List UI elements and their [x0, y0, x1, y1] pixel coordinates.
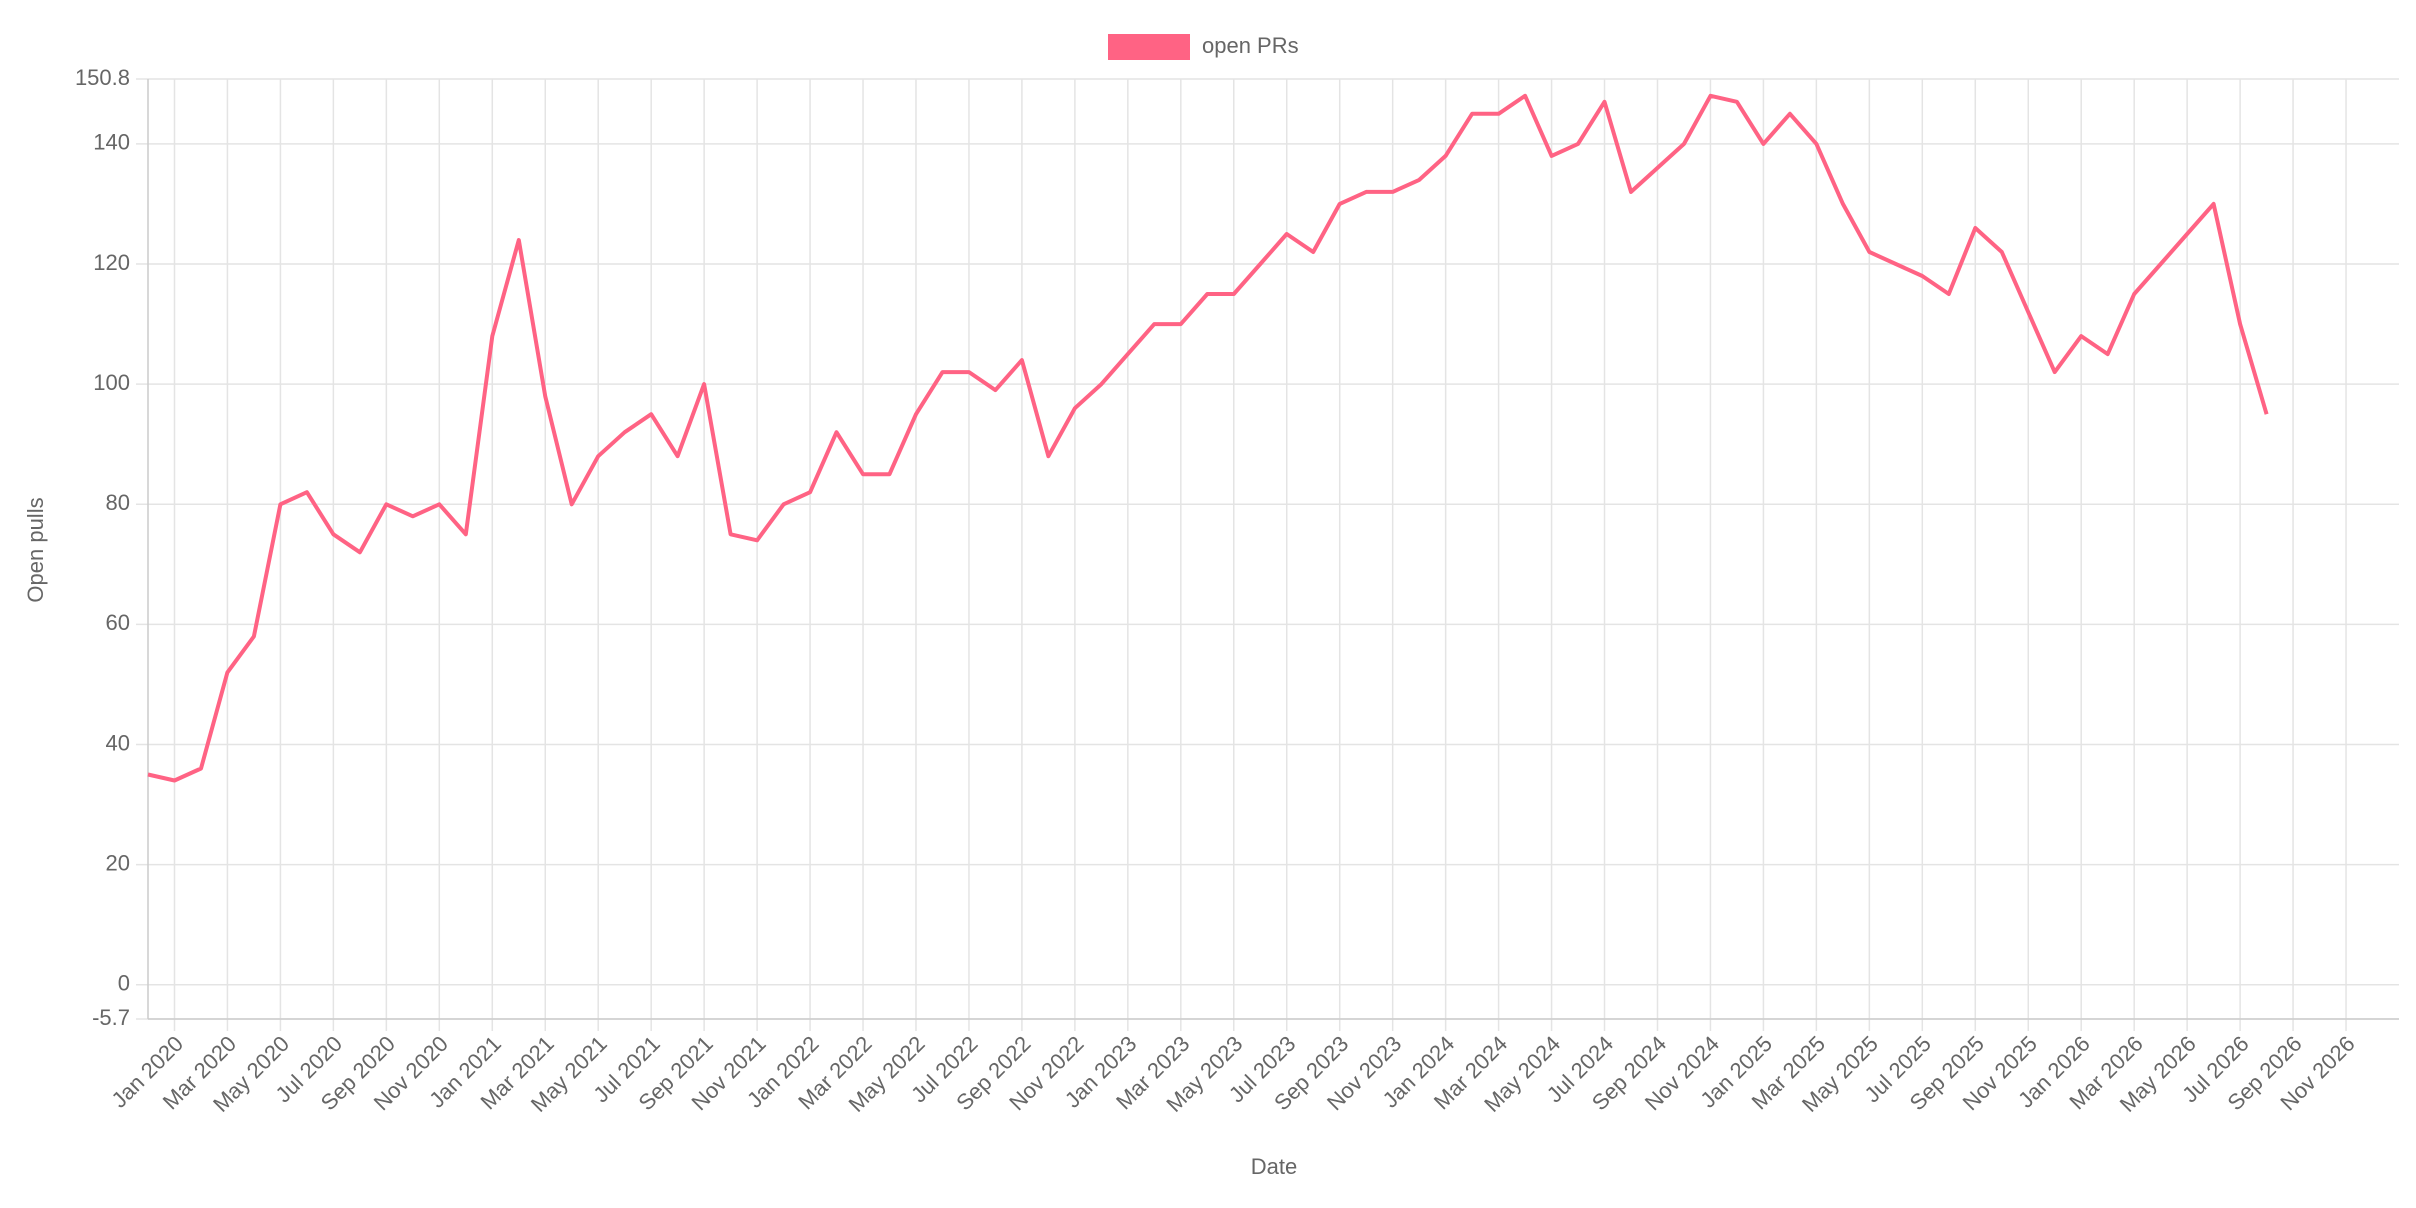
y-tick-label: 60 [106, 610, 130, 635]
y-tick-label: 40 [106, 730, 130, 755]
data-line [147, 93, 2269, 783]
y-tick-label: 150.8 [75, 65, 130, 90]
y-tick-label: 80 [106, 490, 130, 515]
y-tick-label: 140 [93, 130, 130, 155]
x-axis-title: Date [1251, 1154, 1297, 1179]
legend-swatch [1108, 34, 1190, 60]
y-tick-label: 100 [93, 370, 130, 395]
y-tick-label: -5.7 [92, 1005, 130, 1030]
y-tick-label: 0 [118, 971, 130, 996]
y-axis-title: Open pulls [23, 497, 48, 602]
legend-label: open PRs [1202, 33, 1299, 58]
y-tick-label: 120 [93, 250, 130, 275]
y-tick-label: 20 [106, 850, 130, 875]
